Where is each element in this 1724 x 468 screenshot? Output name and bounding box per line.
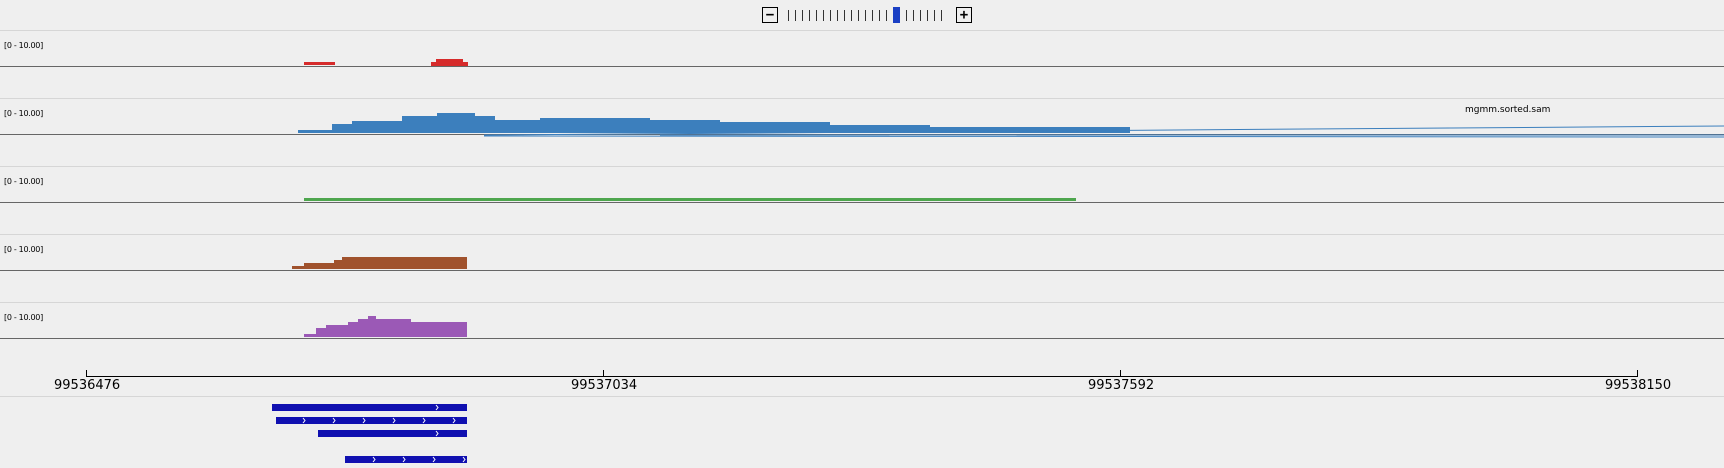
track-separator: [0, 234, 1724, 235]
track-data-range: [0 - 10.00]: [4, 177, 43, 186]
coverage-histogram: [304, 59, 468, 66]
ruler-label: 99536476: [54, 378, 121, 393]
track-baseline: [0, 270, 1724, 271]
track-data-range: [0 - 10.00]: [4, 245, 43, 254]
zoom-level-tick[interactable]: [941, 9, 942, 21]
zoom-level-tick[interactable]: [788, 9, 789, 21]
zoom-level-tick[interactable]: [927, 9, 928, 21]
ruler-line: [86, 376, 1638, 377]
coverage-histogram: [304, 198, 1076, 201]
track-separator: [0, 396, 1724, 397]
zoom-level-tick[interactable]: [823, 9, 824, 21]
zoom-level-tick[interactable]: [858, 9, 859, 21]
feature-4: [345, 456, 467, 463]
track-baseline: [0, 202, 1724, 203]
zoom-control: − +: [762, 6, 972, 24]
ruler-label: 99537034: [571, 378, 638, 393]
track-baseline: [0, 338, 1724, 339]
zoom-level-tick[interactable]: [837, 9, 838, 21]
feature-3: [318, 430, 467, 437]
feature-1: [272, 404, 467, 411]
track-data-range: [0 - 10.00]: [4, 41, 43, 50]
zoom-level-tick[interactable]: [906, 9, 907, 21]
track-separator: [0, 98, 1724, 99]
ruler-label: 99537592: [1088, 378, 1155, 393]
track-separator: [0, 302, 1724, 303]
coverage-track-2[interactable]: [0 - 10.00] mgmm.sorted.sam: [0, 99, 1724, 167]
coverage-track-3[interactable]: [0 - 10.00]: [0, 167, 1724, 235]
zoom-level-tick[interactable]: [920, 9, 921, 21]
track-data-range: [0 - 10.00]: [4, 313, 43, 322]
zoom-level-tick[interactable]: [809, 9, 810, 21]
zoom-level-current[interactable]: [893, 7, 900, 23]
zoom-level-tick[interactable]: [844, 9, 845, 21]
coverage-track-5[interactable]: [0 - 10.00]: [0, 303, 1724, 371]
coverage-histogram: [292, 257, 467, 269]
zoom-level-tick[interactable]: [913, 9, 914, 21]
zoom-level-tick[interactable]: [872, 9, 873, 21]
track-separator: [0, 166, 1724, 167]
ruler-tick: [86, 370, 87, 377]
zoom-level-tick[interactable]: [865, 9, 866, 21]
coverage-track-4[interactable]: [0 - 10.00]: [0, 235, 1724, 303]
ruler-label: 99538150: [1605, 378, 1672, 393]
ruler-tick: [1637, 370, 1638, 377]
zoom-level-tick[interactable]: [830, 9, 831, 21]
ruler-tick: [603, 370, 604, 377]
track-baseline: [0, 66, 1724, 67]
feature-2: [276, 417, 467, 424]
zoom-level-tick[interactable]: [795, 9, 796, 21]
zoom-level-tick[interactable]: [851, 9, 852, 21]
zoom-level-tick[interactable]: [802, 9, 803, 21]
zoom-level-tick[interactable]: [934, 9, 935, 21]
zoom-out-button[interactable]: −: [762, 7, 778, 23]
track-separator: [0, 30, 1724, 31]
zoom-level-tick[interactable]: [886, 9, 887, 21]
zoom-in-button[interactable]: +: [956, 7, 972, 23]
coverage-histogram: [304, 316, 467, 337]
ruler-tick: [1120, 370, 1121, 377]
zoom-slider[interactable]: [788, 7, 948, 23]
zoom-level-tick[interactable]: [816, 9, 817, 21]
coverage-histogram: [298, 113, 1724, 138]
track-data-range: [0 - 10.00]: [4, 109, 43, 118]
zoom-level-tick[interactable]: [879, 9, 880, 21]
track-name: mgmm.sorted.sam: [1465, 105, 1551, 115]
coverage-track-1[interactable]: [0 - 10.00]: [0, 31, 1724, 99]
